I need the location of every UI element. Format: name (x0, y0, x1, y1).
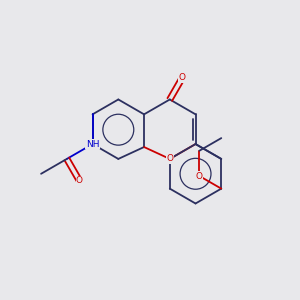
Text: O: O (166, 154, 173, 164)
Text: NH: NH (86, 140, 99, 148)
Text: O: O (76, 176, 83, 185)
Text: O: O (196, 172, 203, 181)
Text: O: O (179, 73, 186, 82)
